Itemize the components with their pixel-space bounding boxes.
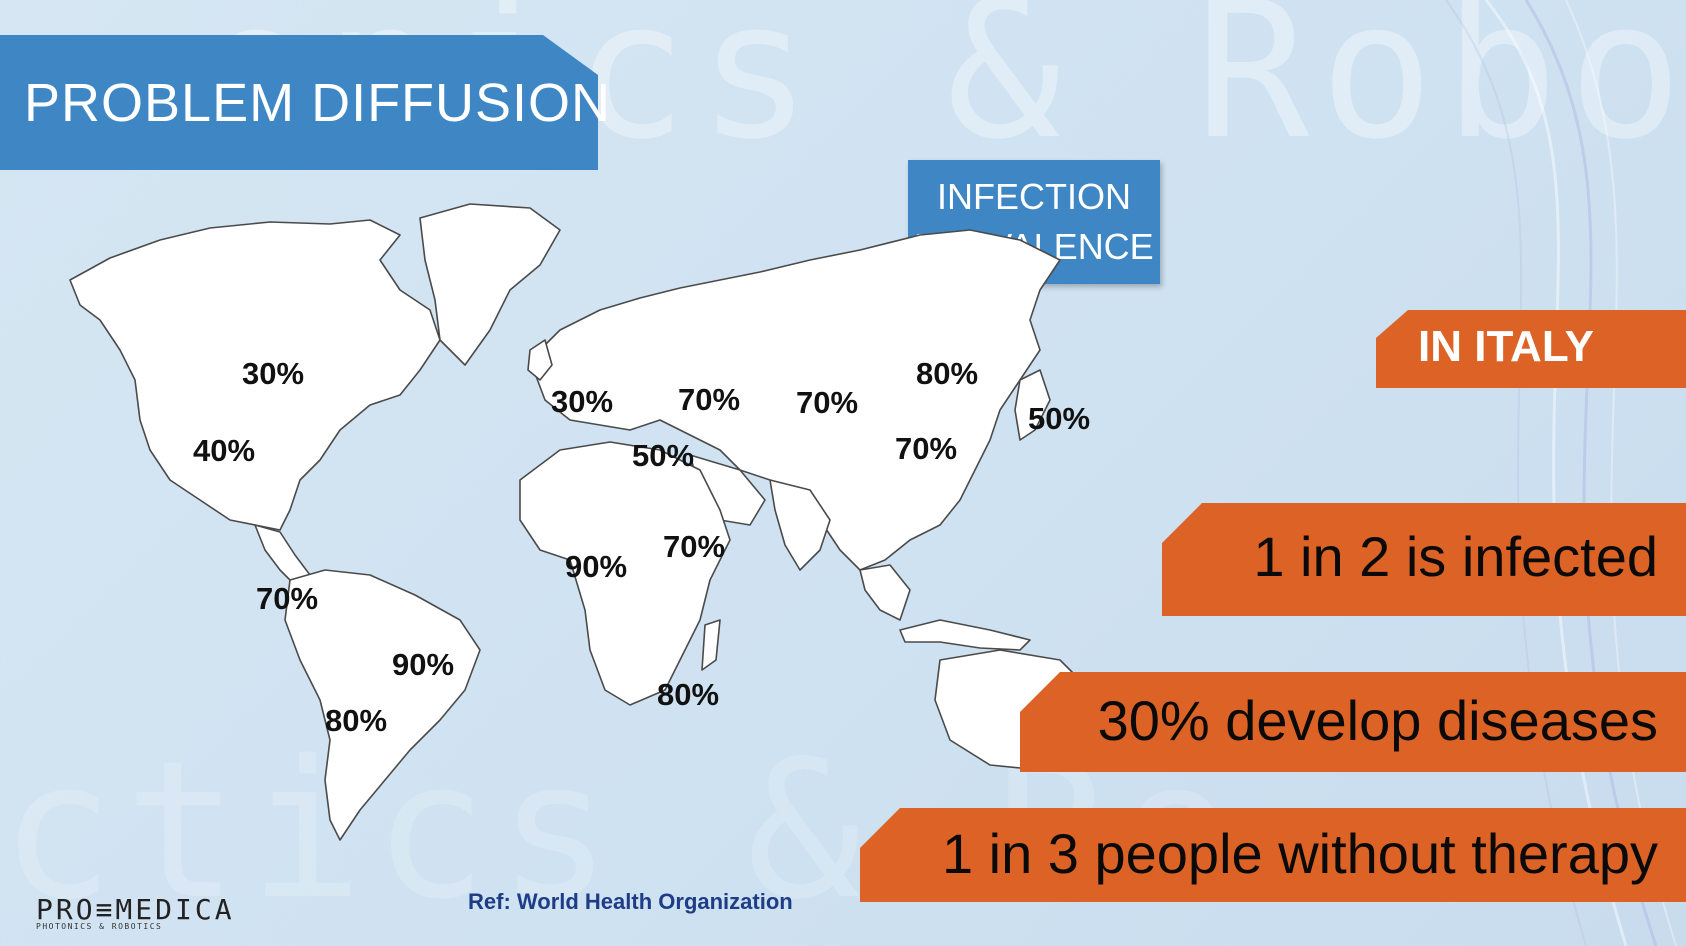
fact-text: 30% develop diseases <box>1097 689 1658 752</box>
in-italy-label: IN ITALY <box>1418 322 1595 371</box>
logo-main-text: PRO≡MEDICA <box>36 893 235 926</box>
fact-banner-infected: 1 in 2 is infected <box>1162 503 1686 616</box>
prevalence-label: 70% <box>256 581 319 616</box>
fact-text: 1 in 2 is infected <box>1253 525 1658 588</box>
india-shape <box>769 479 831 571</box>
world-map <box>69 203 1101 841</box>
prevalence-label: 70% <box>678 382 741 417</box>
prevalence-label: 50% <box>632 438 695 473</box>
legend-line-1: INFECTION <box>937 176 1131 217</box>
north-america-shape <box>69 219 441 531</box>
prevalence-label: 80% <box>325 703 388 738</box>
prevalence-label: 30% <box>551 384 614 419</box>
prevalence-label: 50% <box>1028 401 1091 436</box>
indonesia-shape <box>899 619 1031 651</box>
prevalence-label: 90% <box>392 647 455 682</box>
in-italy-badge: IN ITALY <box>1376 310 1686 388</box>
se-asia-shape <box>859 564 911 621</box>
fact-banner-therapy: 1 in 3 people without therapy <box>860 808 1686 902</box>
promedica-logo: PRO≡MEDICA PHOTONICS & ROBOTICS <box>36 893 235 931</box>
africa-shape <box>519 441 731 706</box>
fact-text: 1 in 3 people without therapy <box>941 822 1658 885</box>
prevalence-label: 80% <box>657 677 720 712</box>
south-america-shape <box>284 569 481 841</box>
decorative-swirl <box>1445 0 1677 946</box>
prevalence-label: 70% <box>796 385 859 420</box>
prevalence-label: 90% <box>565 549 628 584</box>
slide-title: PROBLEM DIFFUSION <box>24 73 612 133</box>
prevalence-label: 70% <box>663 529 726 564</box>
uk-shape <box>527 339 553 381</box>
prevalence-label: 30% <box>242 356 305 391</box>
reference-text: Ref: World Health Organization <box>468 889 793 914</box>
prevalence-label: 80% <box>916 356 979 391</box>
eurasia-shape <box>529 229 1061 571</box>
madagascar-shape <box>701 619 721 671</box>
fact-banner-diseases: 30% develop diseases <box>1020 672 1686 772</box>
prevalence-label: 40% <box>193 433 256 468</box>
title-banner <box>0 35 598 170</box>
prevalence-label: 70% <box>895 431 958 466</box>
logo-sub-text: PHOTONICS & ROBOTICS <box>36 922 163 931</box>
japan-shape <box>1014 369 1051 441</box>
greenland-shape <box>419 203 561 366</box>
